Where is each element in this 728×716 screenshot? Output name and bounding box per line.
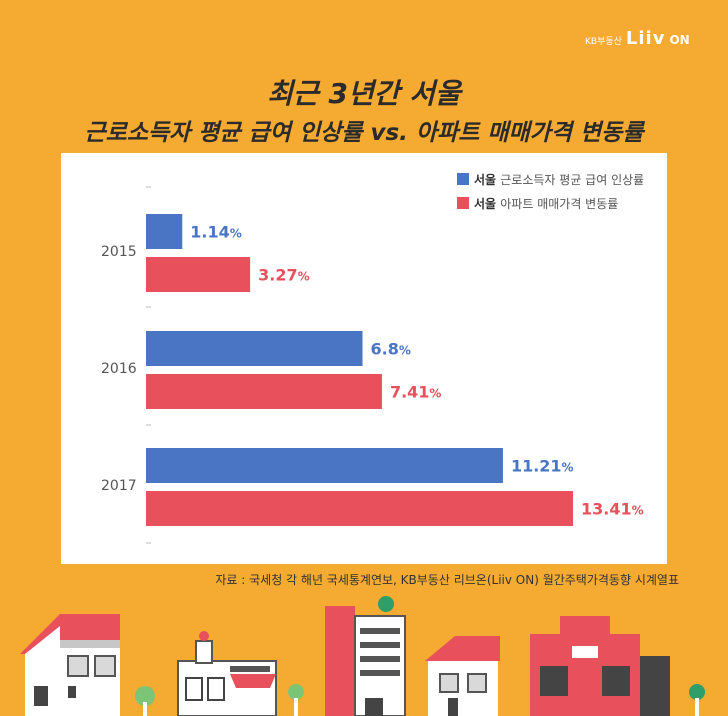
town-illustration: [20, 596, 705, 716]
bar: [146, 448, 503, 483]
category-label: 2016: [101, 361, 137, 377]
bar: [146, 491, 573, 526]
category-label: 2015: [101, 244, 137, 260]
house-icon: [20, 614, 120, 716]
data-label: 11.21%: [511, 457, 574, 476]
data-label: 6.8%: [371, 340, 411, 359]
office-tower-icon: [325, 596, 406, 716]
fire-station-icon: [530, 616, 670, 716]
data-label: 1.14%: [190, 223, 242, 242]
shop-icon: [177, 631, 277, 716]
chart-title: 최근 3년간 서울: [267, 77, 461, 110]
brand-liiv-text: Liiv: [625, 28, 666, 49]
data-label: 13.41%: [581, 500, 644, 519]
tree-icon: [288, 684, 304, 716]
bar: [146, 331, 363, 366]
category-label: 2017: [101, 478, 137, 494]
legend-label: 서울 아파트 매매가격 변동률: [474, 196, 618, 211]
tree-icon: [135, 686, 155, 716]
legend-label: 서울 근로소득자 평균 급여 인상률: [474, 172, 644, 187]
bar: [146, 214, 183, 249]
bar: [146, 257, 251, 292]
source-note: 자료 : 국세청 각 해년 국세통계연보, KB부동산 리브온(Liiv ON)…: [215, 573, 679, 587]
data-label: 7.41%: [390, 383, 442, 402]
brand-kb-text: KB부동산: [585, 37, 622, 47]
brand-logo: KB부동산 Liiv ON: [585, 28, 690, 49]
tree-icon: [689, 684, 705, 716]
bar: [146, 374, 382, 409]
chart-subtitle: 근로소득자 평균 급여 인상률 vs. 아파트 매매가격 변동률: [84, 120, 644, 146]
brand-on-text: ON: [669, 33, 690, 47]
legend-swatch: [457, 173, 469, 185]
data-label: 3.27%: [258, 266, 310, 285]
legend-swatch: [457, 197, 469, 209]
house-icon: [425, 636, 500, 716]
